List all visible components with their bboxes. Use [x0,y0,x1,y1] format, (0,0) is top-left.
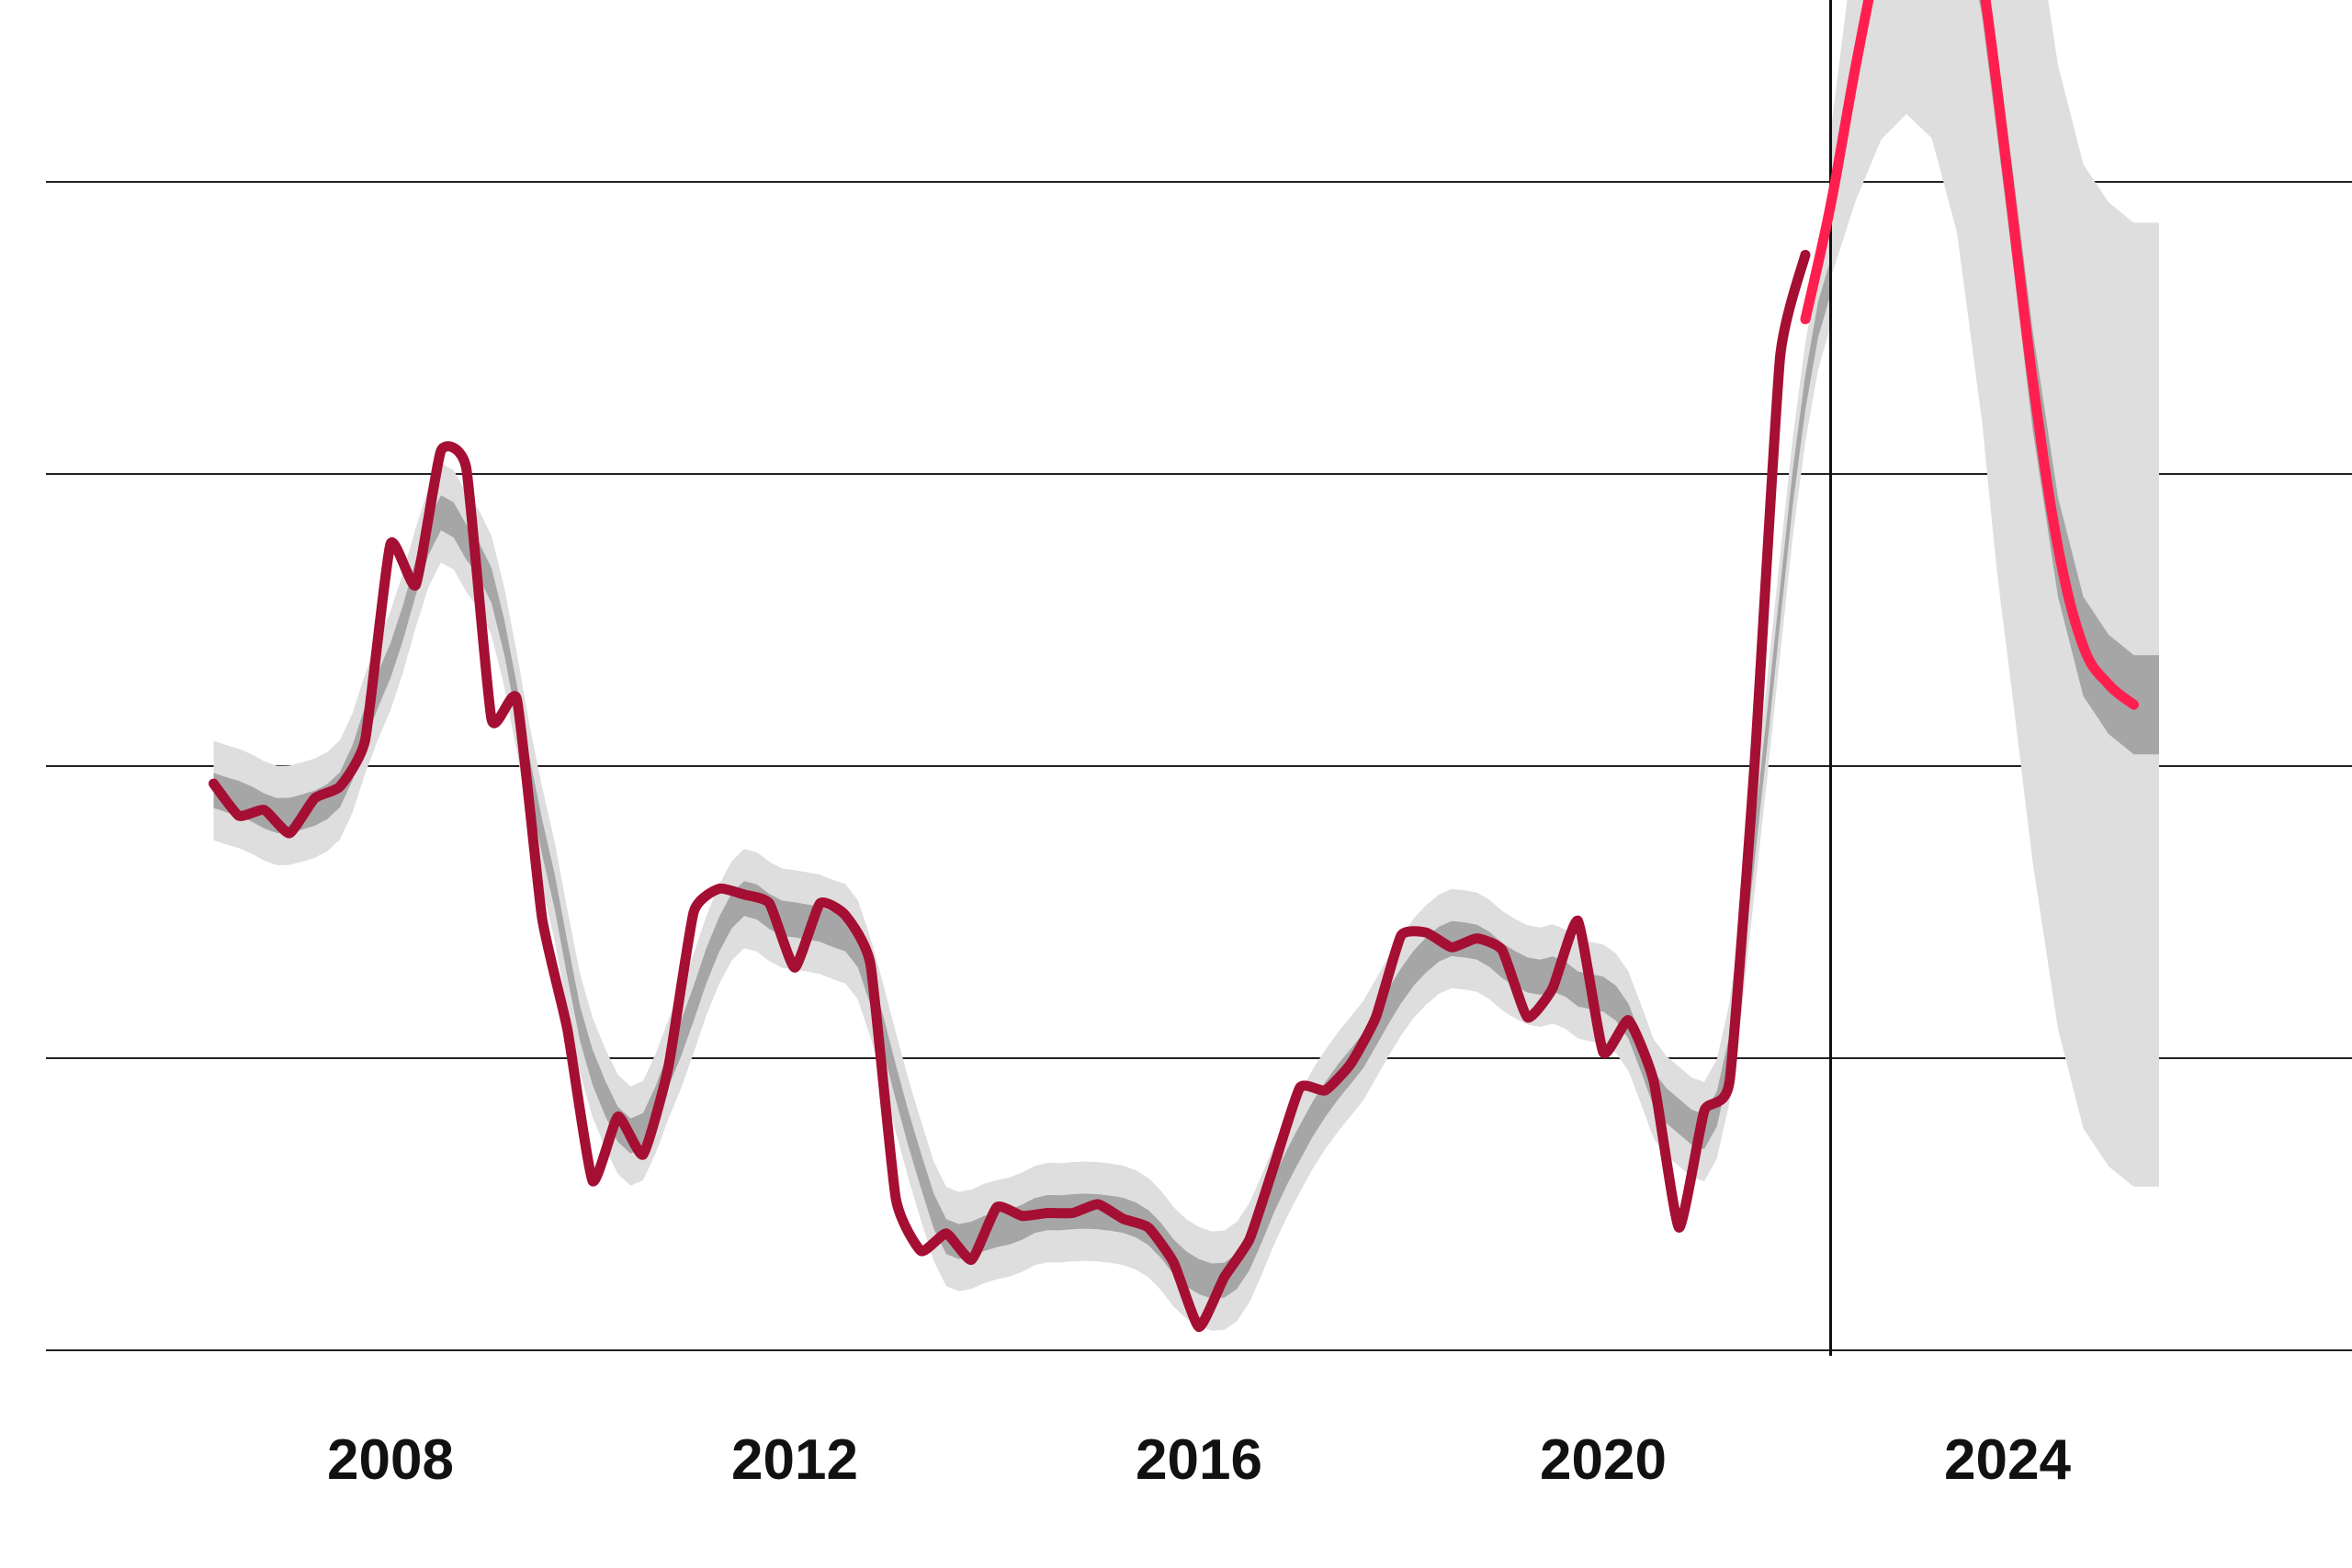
x-tick-label: 2012 [731,1428,858,1492]
x-tick-label: 2024 [1944,1428,2071,1492]
forecast-band-outer [1830,0,2159,1187]
series-lines [209,0,2139,1333]
uncertainty-bands [213,0,2159,1331]
history-band-inner [213,259,1831,1299]
x-tick-label: 2016 [1136,1428,1262,1492]
history-line [209,250,1811,1333]
forecast-line [1800,0,2139,710]
history-band-outer [213,227,1831,1331]
forecast-band-inner [1830,0,2159,755]
x-tick-label: 2008 [327,1428,454,1492]
gridlines [46,181,2352,1351]
x-axis-tick-labels: 2008 2012 2016 2020 2024 [327,1428,2071,1492]
x-tick-label: 2020 [1540,1428,1667,1492]
